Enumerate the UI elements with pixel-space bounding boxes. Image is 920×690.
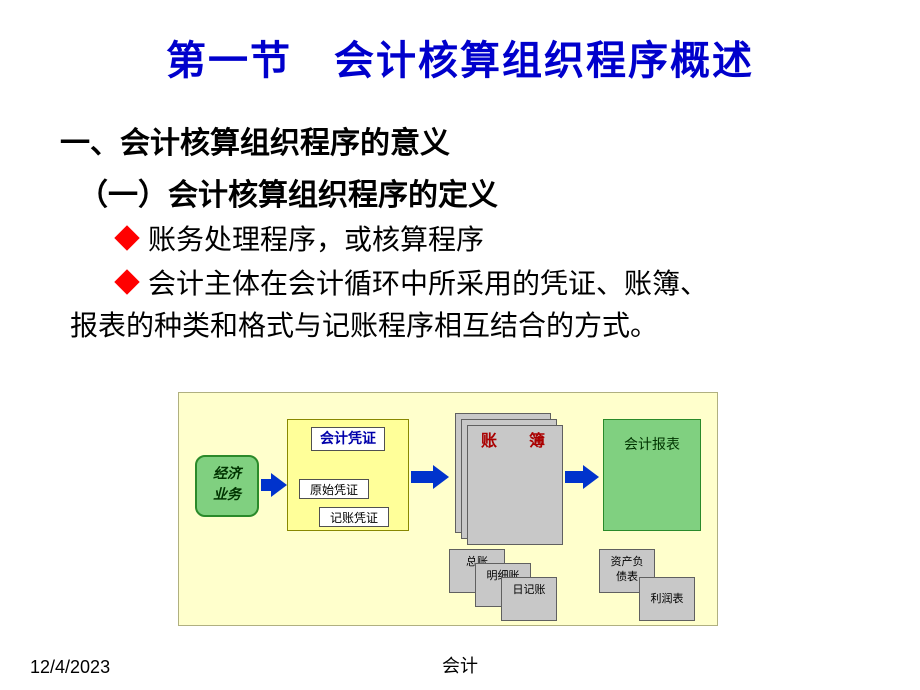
node-voucher-title: 会计凭证	[311, 427, 385, 451]
bullet-item-2: 会计主体在会计循环中所采用的凭证、账簿、	[118, 266, 920, 304]
heading-level-2: （一）会计核算组织程序的定义	[78, 170, 920, 214]
heading-level-1: 一、会计核算组织程序的意义	[60, 118, 920, 162]
footer-center-text: 会计	[0, 652, 920, 678]
node-journal: 日记账	[501, 577, 557, 621]
bullet-item-1: 账务处理程序，或核算程序	[118, 222, 920, 260]
ledger-title: 账 簿	[481, 427, 553, 451]
econ-line1: 经济	[197, 464, 257, 485]
diamond-bullet-icon	[114, 269, 139, 294]
node-economic-business: 经济 业务	[195, 455, 259, 517]
node-income-statement: 利润表	[639, 577, 695, 621]
node-original-voucher: 原始凭证	[299, 479, 369, 499]
node-accounting-report: 会计报表	[603, 419, 701, 531]
econ-line2: 业务	[197, 485, 257, 506]
node-record-voucher: 记账凭证	[319, 507, 389, 527]
bullet-2-line1: 会计主体在会计循环中所采用的凭证、账簿、	[148, 269, 708, 300]
diamond-bullet-icon	[114, 225, 139, 250]
bullet-1-text: 账务处理程序，或核算程序	[148, 225, 484, 256]
balance-sheet-l1: 资产负	[600, 555, 654, 570]
bullet-2-line2: 报表的种类和格式与记账程序相互结合的方式。	[70, 308, 920, 346]
slide-title: 第一节 会计核算组织程序概述	[0, 0, 920, 86]
flowchart-diagram: 经济 业务 会计凭证 原始凭证 记账凭证 账 簿 总账 明细账 日记账 会计报表…	[178, 392, 718, 626]
